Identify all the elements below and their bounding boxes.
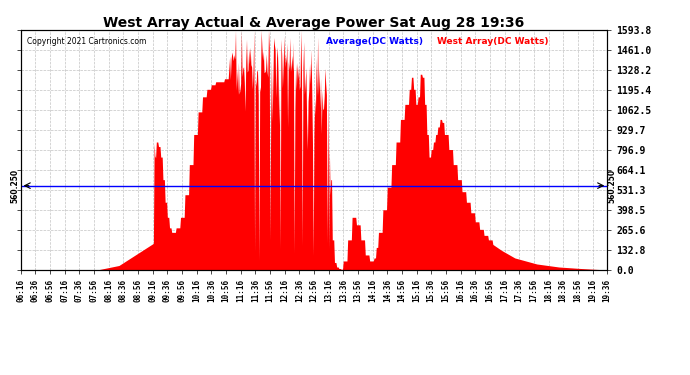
Text: Average(DC Watts): Average(DC Watts) <box>326 37 423 46</box>
Text: 560.250: 560.250 <box>607 169 616 203</box>
Text: West Array(DC Watts): West Array(DC Watts) <box>437 37 549 46</box>
Text: 560.250: 560.250 <box>10 169 19 203</box>
Text: Copyright 2021 Cartronics.com: Copyright 2021 Cartronics.com <box>26 37 146 46</box>
Title: West Array Actual & Average Power Sat Aug 28 19:36: West Array Actual & Average Power Sat Au… <box>104 16 524 30</box>
